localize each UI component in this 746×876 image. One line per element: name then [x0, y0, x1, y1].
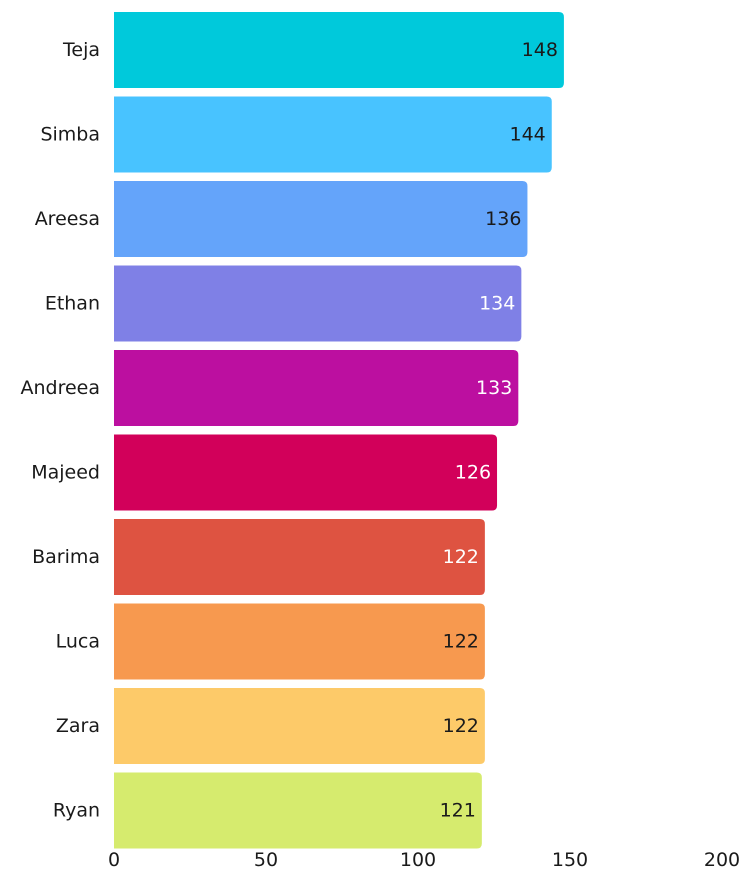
x-tick-label: 100	[400, 849, 436, 871]
value-label: 126	[455, 462, 491, 484]
category-label: Ryan	[53, 800, 100, 822]
value-label: 136	[485, 208, 521, 230]
bar-simba	[114, 96, 552, 173]
bar-barima	[114, 519, 485, 595]
bar-majeed	[114, 434, 498, 511]
category-label: Ethan	[45, 293, 100, 315]
bar-teja	[114, 12, 564, 88]
value-label: 122	[443, 631, 479, 653]
x-tick-label: 200	[704, 849, 740, 871]
category-label: Andreea	[20, 377, 100, 399]
value-label: 144	[509, 124, 545, 146]
category-label: Luca	[56, 631, 100, 653]
x-tick-label: 50	[254, 849, 278, 871]
bar-andreea	[114, 350, 519, 426]
category-label: Zara	[56, 715, 100, 737]
x-axis-ticks: 0 50 100 150 200	[108, 849, 740, 871]
bar-ryan	[114, 772, 482, 849]
bar-ethan	[114, 265, 522, 342]
value-label: 122	[443, 715, 479, 737]
value-labels: 148 144 136 134 133 126 122 122 122 121	[440, 39, 558, 822]
category-labels: Teja Simba Areesa Ethan Andreea Majeed Barima L…	[20, 39, 100, 822]
category-label: Majeed	[31, 462, 100, 484]
category-label: Barima	[32, 546, 100, 568]
bars-group	[114, 12, 564, 849]
value-label: 134	[479, 293, 515, 315]
bar-luca	[114, 603, 485, 680]
bar-zara	[114, 688, 485, 764]
x-tick-label: 0	[108, 849, 120, 871]
category-label: Areesa	[35, 208, 100, 230]
value-label: 148	[522, 39, 558, 61]
x-tick-label: 150	[552, 849, 588, 871]
value-label: 121	[440, 800, 476, 822]
category-label: Teja	[62, 39, 100, 61]
value-label: 122	[443, 546, 479, 568]
bar-areesa	[114, 181, 528, 257]
category-label: Simba	[40, 124, 100, 146]
value-label: 133	[476, 377, 512, 399]
